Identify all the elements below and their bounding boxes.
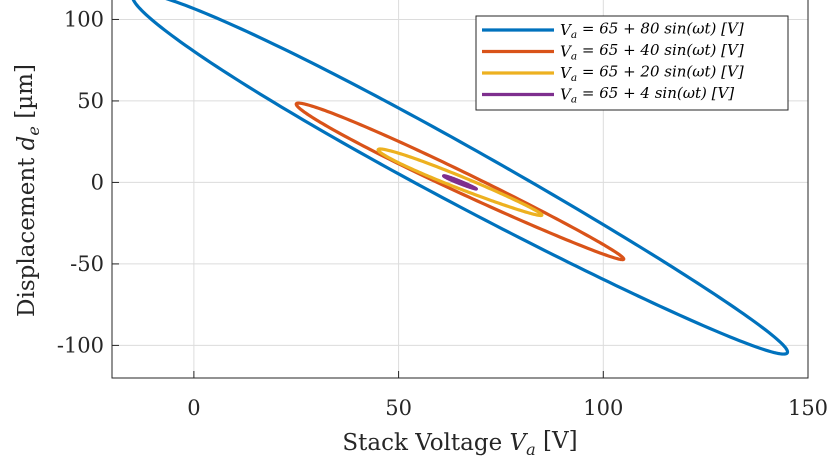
series-line-3 — [376, 147, 544, 218]
y-axis-label-text: Displacement de​ [µm] — [12, 64, 43, 317]
plot-frame — [111, 0, 809, 379]
x-tick-label: 150 — [788, 396, 828, 420]
legend-entry: Va​ = 65 + 4 sin(ωt) [V] — [560, 84, 734, 106]
legend-entry: Va​ = 65 + 40 sin(ωt) [V] — [560, 41, 744, 63]
y-tick-label: -100 — [57, 333, 104, 357]
series-line-2 — [294, 101, 626, 262]
y-tick-label: 0 — [91, 170, 104, 194]
y-tick-label: 100 — [64, 7, 104, 31]
series-lines — [131, 0, 790, 356]
y-tick-label: 50 — [77, 89, 104, 113]
x-tick-label: 0 — [187, 396, 200, 420]
y-axis-label: Displacement de​ [µm] — [12, 64, 43, 317]
legend-entry: Va​ = 65 + 80 sin(ωt) [V] — [560, 20, 744, 42]
x-axis-label-text: Stack Voltage Va​ [V] — [342, 428, 577, 459]
legend: Va​ = 65 + 80 sin(ωt) [V]Va​ = 65 + 40 s… — [475, 15, 789, 111]
y-tick-label: -50 — [70, 252, 104, 276]
x-tick-label: 50 — [385, 396, 412, 420]
series-line-1 — [131, 0, 790, 356]
series-line-4 — [442, 174, 478, 191]
legend-entry: Va​ = 65 + 20 sin(ωt) [V] — [560, 63, 744, 85]
axis-ticks: 0 50 100 150 -100 -50 0 50 100 — [57, 7, 828, 420]
x-tick-label: 100 — [583, 396, 623, 420]
x-axis-label: Stack Voltage Va​ [V] — [342, 428, 577, 459]
